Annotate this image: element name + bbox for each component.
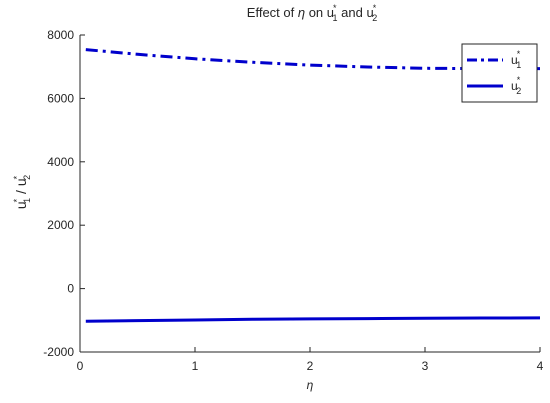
legend-box	[461, 43, 538, 103]
title-symbol: η	[298, 5, 305, 20]
y-tick-label: 6000	[47, 91, 74, 105]
title-sup2: *	[373, 3, 377, 13]
y-tick-label: 2000	[47, 218, 74, 232]
y-tick-label: 8000	[47, 28, 74, 42]
x-tick-label: 4	[537, 359, 544, 373]
y-axis-label: u*1 / u*2	[12, 175, 32, 209]
series-line-2	[85, 316, 541, 323]
legend-label-1: u* 1	[511, 49, 521, 70]
x-tick-label: 1	[192, 359, 199, 373]
legend-label-2: u* 2	[511, 75, 521, 96]
ylabel-sub2: 2	[22, 175, 32, 180]
title-middle: on u	[305, 5, 334, 20]
ylabel-base1: u	[13, 201, 29, 209]
title-sub1: 1	[333, 13, 338, 23]
title-sub2: 2	[372, 13, 377, 23]
svg-text:u*1 / u*2: u*1 / u*2	[12, 175, 32, 209]
x-tick-label: 3	[422, 359, 429, 373]
chart-title: Effect of η on u* 1 and u* 2	[247, 3, 377, 23]
ylabel-sup1: *	[12, 198, 22, 202]
x-ticks: 0 1 2 3 4	[77, 347, 544, 373]
ylabel-sub1: 1	[22, 198, 32, 203]
legend: u* 1u* 2	[461, 43, 538, 103]
title-and: and u	[338, 5, 374, 20]
x-axis-label: η	[307, 378, 314, 392]
y-tick-label: 4000	[47, 155, 74, 169]
legend-items: u* 1u* 2	[467, 49, 521, 96]
y-tick-label: -2000	[43, 345, 74, 359]
y-tick-label: 0	[67, 282, 74, 296]
x-tick-label: 0	[77, 359, 84, 373]
ylabel-sep: / u	[13, 178, 29, 197]
y-ticks: -2000 0 2000 4000 6000 8000	[43, 28, 85, 359]
title-prefix: Effect of	[247, 5, 298, 20]
title-sup1: *	[333, 3, 337, 13]
ylabel-sup2: *	[12, 175, 22, 179]
x-tick-label: 2	[307, 359, 314, 373]
